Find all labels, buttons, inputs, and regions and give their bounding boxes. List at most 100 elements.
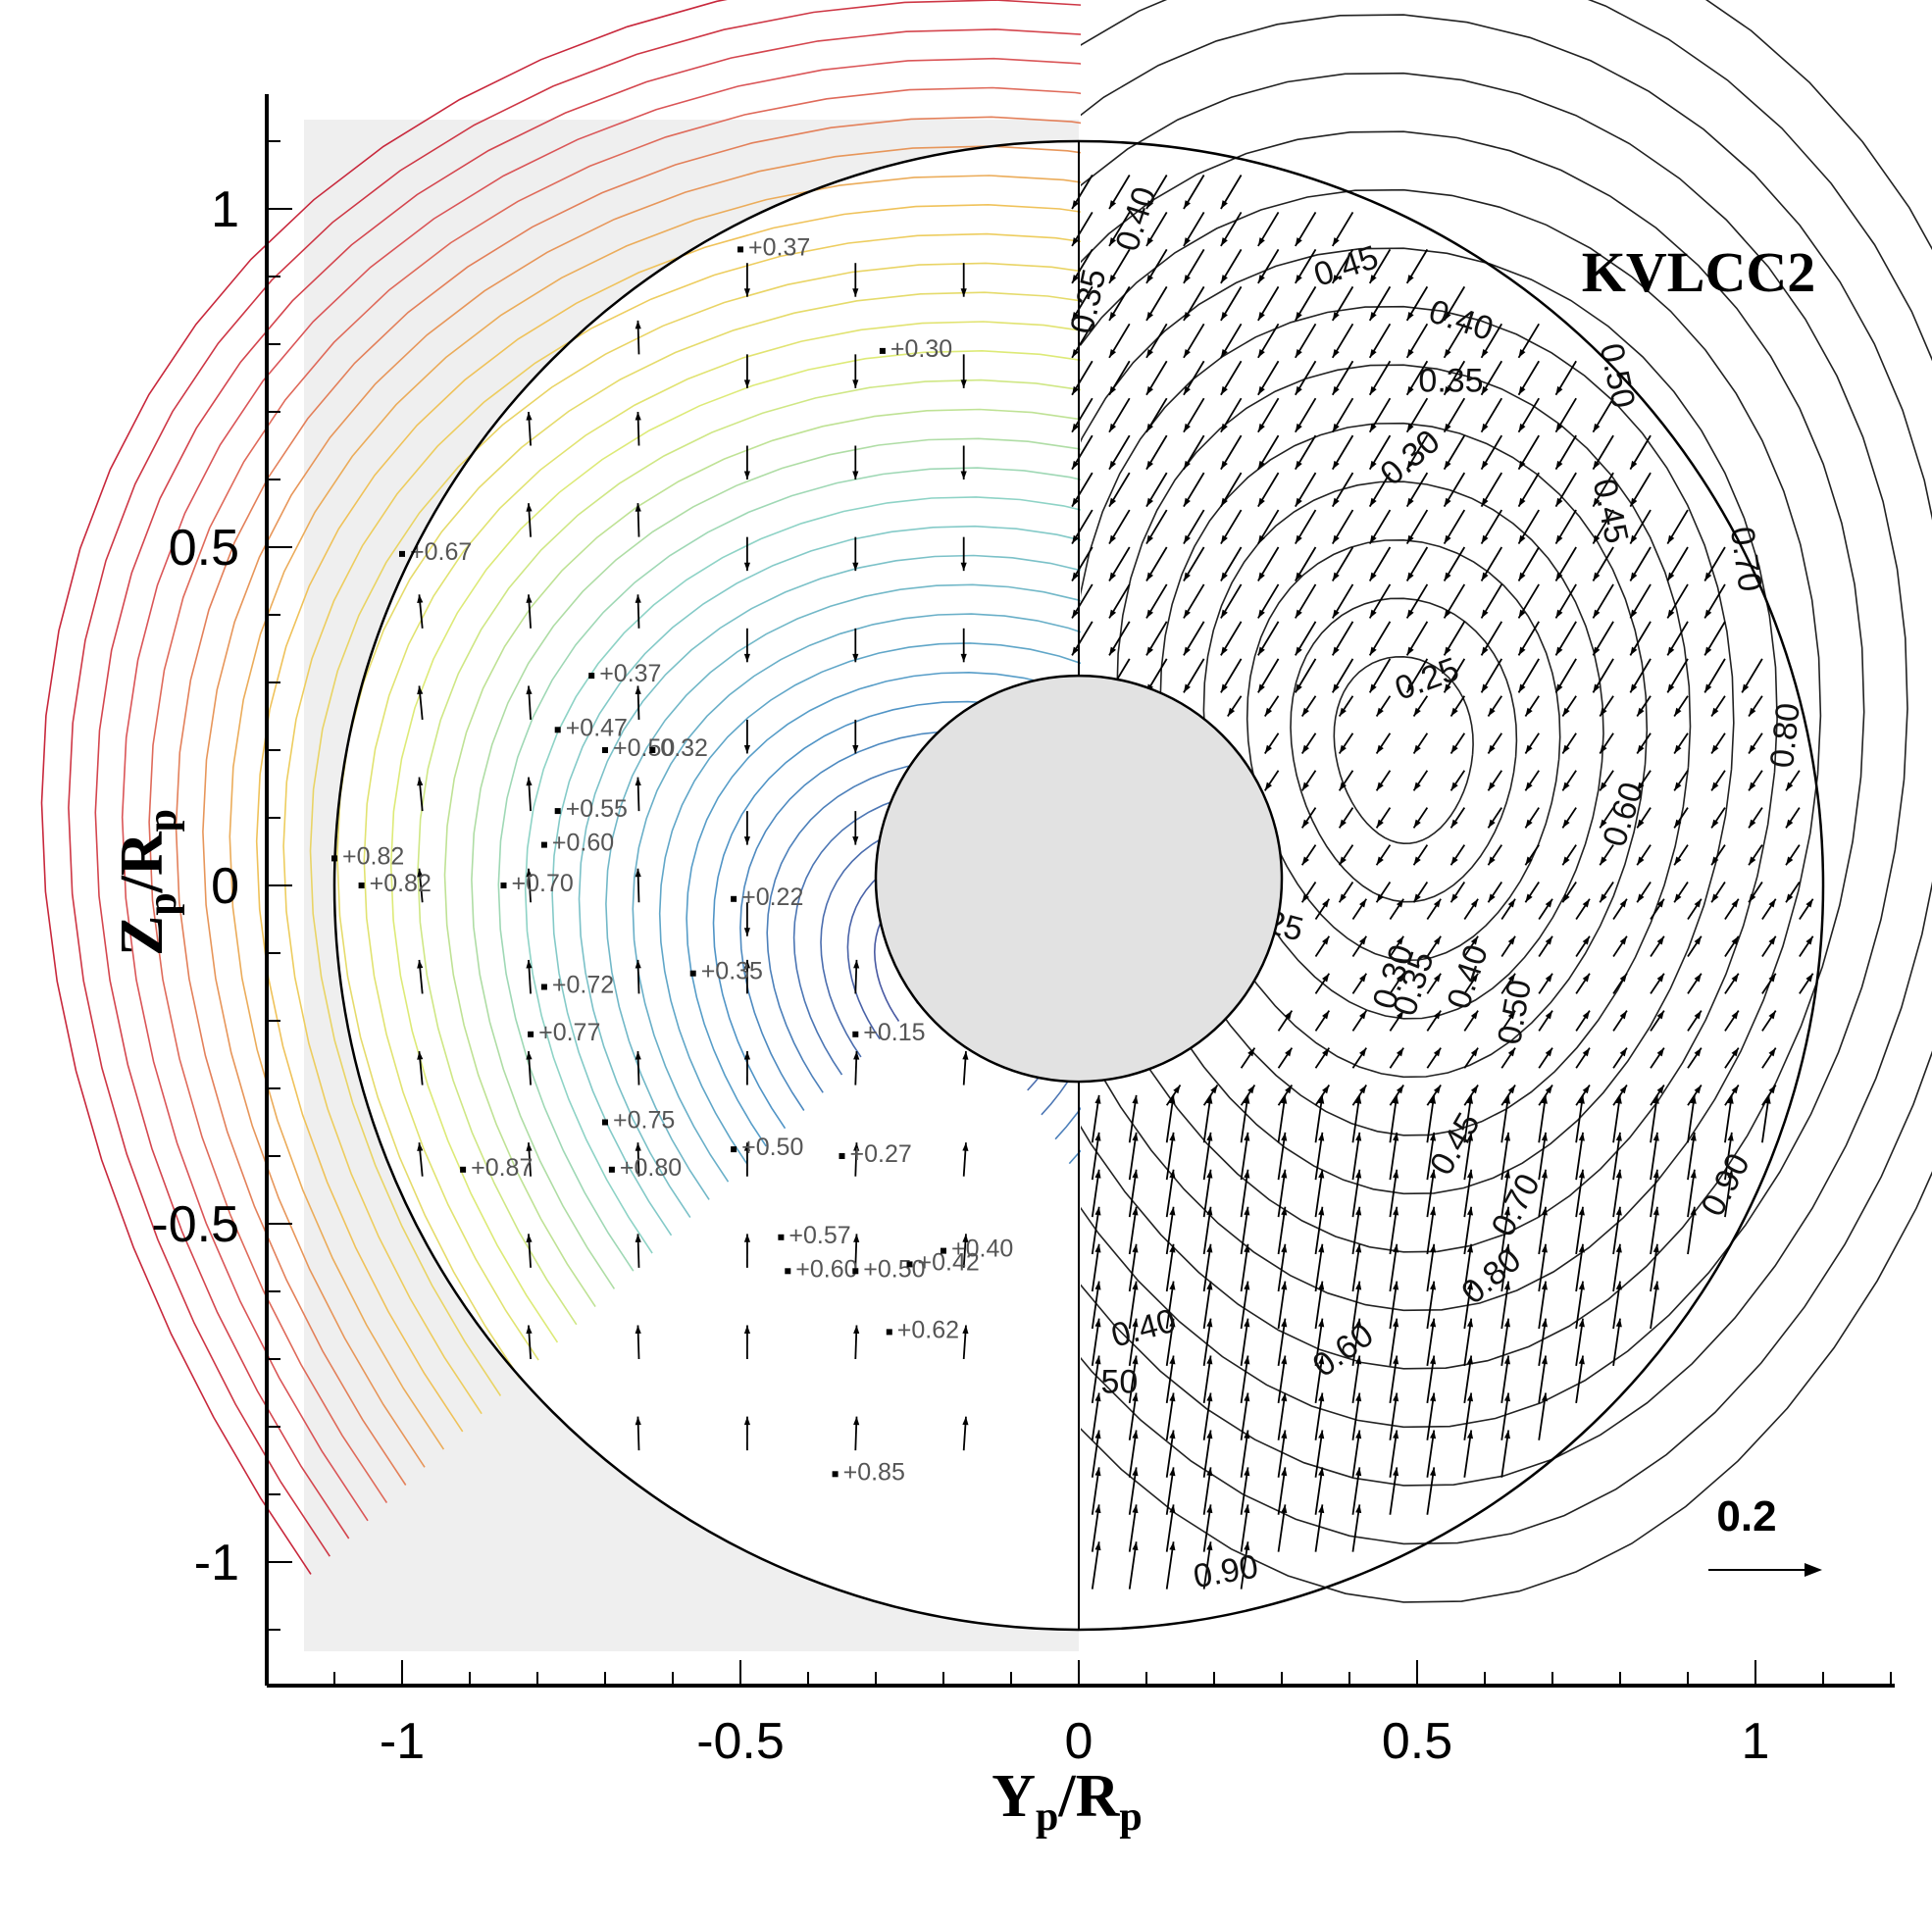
left-velocity-vector-head bbox=[743, 562, 750, 572]
left-half-contours bbox=[40, 0, 1081, 1575]
right-velocity-vector-head bbox=[1562, 707, 1570, 717]
right-velocity-vector-head bbox=[1072, 572, 1080, 581]
right-velocity-vector-head bbox=[1339, 856, 1347, 866]
right-velocity-vector-head bbox=[1518, 497, 1526, 507]
right-velocity-vector-head bbox=[1764, 1094, 1771, 1104]
right-velocity-vector-head bbox=[1281, 1355, 1288, 1365]
right-velocity-vector-head bbox=[1582, 1010, 1590, 1020]
right-velocity-vector-head bbox=[1257, 348, 1265, 358]
sample-point-label: +0.35 bbox=[701, 958, 763, 985]
left-velocity-vector-head bbox=[962, 1051, 969, 1060]
right-velocity-vector-head bbox=[1109, 385, 1117, 395]
right-velocity-vector-head bbox=[1656, 898, 1664, 908]
right-velocity-vector-head bbox=[1332, 683, 1340, 693]
right-velocity-vector-head bbox=[1466, 1281, 1474, 1290]
right-velocity-vector-head bbox=[1183, 497, 1191, 507]
right-velocity-vector-head bbox=[1518, 385, 1526, 395]
right-velocity-vector-head bbox=[1339, 744, 1347, 754]
right-velocity-vector-head bbox=[1264, 744, 1273, 754]
right-velocity-vector-head bbox=[1072, 237, 1080, 246]
right-velocity-vector-head bbox=[1470, 1085, 1479, 1094]
right-velocity-vector-head bbox=[1281, 1318, 1288, 1328]
right-velocity-vector-head bbox=[1444, 348, 1451, 358]
right-velocity-vector-head bbox=[1318, 1467, 1325, 1477]
right-velocity-vector-head bbox=[1444, 460, 1451, 470]
sample-point-label: +0.37 bbox=[748, 233, 810, 261]
sample-point-label: +0.22 bbox=[741, 883, 803, 911]
right-velocity-vector-head bbox=[1393, 1318, 1399, 1328]
sample-point-marker bbox=[358, 883, 365, 888]
right-velocity-vector-head bbox=[1630, 572, 1638, 581]
right-velocity-vector-head bbox=[1503, 1392, 1511, 1402]
right-velocity-vector-head bbox=[1488, 744, 1496, 754]
left-velocity-vector-head bbox=[526, 777, 533, 786]
sample-point-label: +0.85 bbox=[843, 1458, 905, 1486]
right-velocity-vector-head bbox=[1244, 1541, 1250, 1551]
right-velocity-vector-head bbox=[1295, 275, 1302, 283]
right-velocity-vector-head bbox=[1301, 819, 1309, 829]
right-velocity-vector-head bbox=[1318, 1318, 1325, 1328]
right-velocity-vector-head bbox=[1355, 1430, 1362, 1439]
right-contour-line bbox=[1290, 597, 1518, 903]
right-velocity-vector-head bbox=[1355, 1132, 1362, 1141]
right-velocity-vector-head bbox=[1169, 1392, 1176, 1402]
right-velocity-vector-head bbox=[1406, 385, 1414, 395]
right-velocity-vector-head bbox=[1206, 1504, 1213, 1514]
sample-point-marker bbox=[608, 1166, 615, 1173]
right-velocity-vector-head bbox=[1582, 973, 1590, 983]
right-velocity-vector-head bbox=[1244, 1132, 1250, 1141]
right-velocity-vector-head bbox=[1257, 312, 1265, 321]
right-velocity-vector-head bbox=[1227, 707, 1236, 717]
right-velocity-vector-head bbox=[1094, 1504, 1101, 1514]
right-velocity-vector-head bbox=[1768, 898, 1776, 908]
sample-point-label: +0.62 bbox=[897, 1316, 959, 1343]
left-contour-line bbox=[632, 613, 1081, 1183]
left-velocity-vector-head bbox=[852, 288, 859, 297]
right-velocity-vector-head bbox=[1541, 1318, 1548, 1328]
right-velocity-vector-head bbox=[1429, 1132, 1437, 1141]
right-velocity-vector-head bbox=[1768, 1010, 1776, 1020]
right-velocity-vector-head bbox=[1257, 572, 1265, 581]
right-velocity-vector-head bbox=[1444, 646, 1451, 656]
sample-point-marker bbox=[602, 747, 608, 753]
left-velocity-vector-head bbox=[635, 1051, 641, 1060]
left-velocity-vector-head bbox=[960, 653, 967, 663]
x-axis-label: Yp/Rp bbox=[991, 1763, 1143, 1840]
right-velocity-vector-head bbox=[1593, 572, 1601, 581]
right-velocity-vector-head bbox=[1281, 1094, 1288, 1104]
left-velocity-vector-head bbox=[852, 653, 859, 663]
right-velocity-vector-head bbox=[1355, 1094, 1362, 1104]
right-velocity-vector-head bbox=[1545, 1010, 1552, 1020]
left-contour-line bbox=[551, 525, 1081, 1237]
right-velocity-vector-head bbox=[1132, 1318, 1139, 1328]
right-velocity-vector-head bbox=[1555, 683, 1563, 693]
right-velocity-vector-head bbox=[1507, 1010, 1516, 1020]
right-velocity-vector-head bbox=[1257, 275, 1265, 283]
right-velocity-vector-head bbox=[1429, 1243, 1437, 1253]
left-contour-line bbox=[686, 671, 1081, 1147]
right-velocity-vector-head bbox=[1244, 1355, 1250, 1365]
right-velocity-vector-head bbox=[1674, 856, 1682, 866]
right-velocity-vector-head bbox=[1132, 1467, 1139, 1477]
right-velocity-vector-head bbox=[1582, 898, 1590, 908]
sample-point-marker bbox=[500, 883, 507, 888]
right-velocity-vector-head bbox=[1146, 646, 1153, 656]
right-velocity-vector-head bbox=[1731, 1085, 1739, 1094]
right-velocity-vector-head bbox=[1578, 1206, 1585, 1216]
right-velocity-vector-head bbox=[1094, 1206, 1101, 1216]
right-velocity-vector-head bbox=[1094, 1243, 1101, 1253]
left-contour-line bbox=[389, 349, 1081, 1343]
right-velocity-vector-head bbox=[1355, 1355, 1362, 1365]
left-velocity-vector-head bbox=[635, 1325, 641, 1335]
left-velocity-vector-head bbox=[417, 959, 424, 969]
right-velocity-vector-head bbox=[1396, 935, 1404, 945]
right-velocity-vector-head bbox=[1295, 646, 1302, 656]
left-velocity-vector-head bbox=[962, 1234, 969, 1242]
right-velocity-vector-head bbox=[1406, 423, 1414, 432]
right-velocity-vector-head bbox=[1206, 1094, 1213, 1104]
right-velocity-vector-head bbox=[1369, 385, 1377, 395]
right-velocity-vector-head bbox=[1072, 534, 1080, 544]
right-velocity-vector-head bbox=[1413, 744, 1421, 754]
right-velocity-vector-head bbox=[1393, 1355, 1399, 1365]
